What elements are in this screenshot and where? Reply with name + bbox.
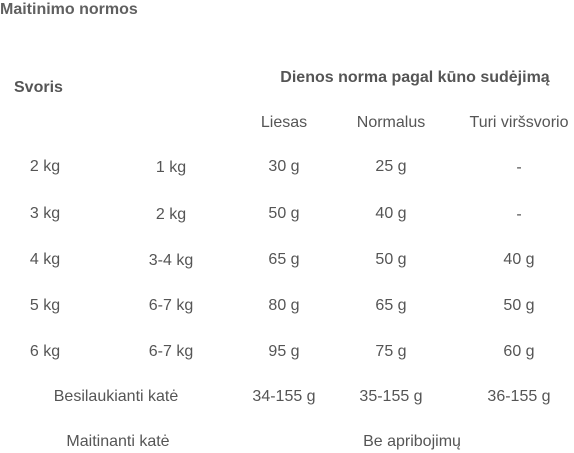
lean-cell: 95 g	[268, 343, 300, 360]
column-header-overweight: Turi viršsvorio	[469, 114, 569, 131]
lean-cell: 30 g	[268, 158, 300, 175]
nursing-cat-label: Maitinanti katė	[66, 433, 170, 450]
normal-cell: 75 g	[375, 343, 407, 360]
kitten-weight-cell: 1 kg	[155, 159, 187, 176]
column-header-lean: Liesas	[260, 114, 308, 131]
adult-weight-cell: 5 kg	[29, 297, 61, 314]
overweight-cell: -	[516, 206, 522, 223]
kitten-weight-cell: 6-7 kg	[148, 343, 194, 360]
column-header-normal: Normalus	[356, 114, 426, 131]
lean-cell: 65 g	[268, 251, 300, 268]
overweight-cell: 36-155 g	[487, 388, 551, 405]
overweight-cell: 60 g	[503, 343, 535, 360]
adult-weight-cell: 3 kg	[29, 205, 61, 222]
weight-header: Svoris	[14, 79, 63, 96]
adult-weight-cell: 4 kg	[29, 251, 61, 268]
normal-cell: 50 g	[375, 251, 407, 268]
daily-norm-header: Dienos norma pagal kūno sudėjimą	[280, 69, 550, 86]
adult-weight-cell: 2 kg	[29, 158, 61, 175]
normal-cell: 35-155 g	[359, 388, 423, 405]
overweight-cell: -	[516, 159, 522, 176]
lean-cell: 34-155 g	[252, 388, 316, 405]
kitten-weight-cell: 6-7 kg	[148, 297, 194, 314]
normal-cell: 25 g	[375, 158, 407, 175]
normal-cell: 65 g	[375, 297, 407, 314]
adult-weight-cell: 6 kg	[29, 343, 61, 360]
kitten-weight-cell: 3-4 kg	[148, 252, 194, 269]
nursing-cat-value: Be apribojimų	[363, 433, 461, 450]
page-title: Maitinimo normos	[0, 1, 138, 18]
pregnant-cat-label: Besilaukianti katė	[53, 388, 179, 405]
kitten-weight-cell: 2 kg	[155, 206, 187, 223]
overweight-cell: 40 g	[503, 251, 535, 268]
lean-cell: 50 g	[268, 205, 300, 222]
overweight-cell: 50 g	[503, 297, 535, 314]
lean-cell: 80 g	[268, 297, 300, 314]
normal-cell: 40 g	[375, 205, 407, 222]
